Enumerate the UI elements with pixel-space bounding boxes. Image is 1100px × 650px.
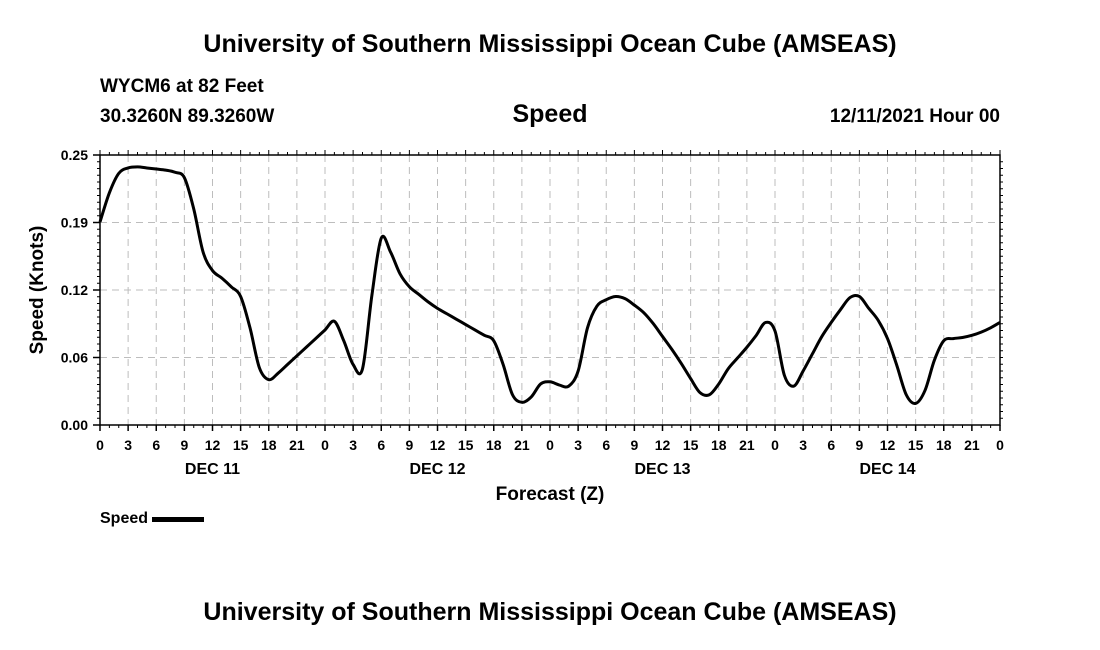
x-tick-label: 3: [574, 437, 582, 453]
x-tick-label: 12: [205, 437, 221, 453]
x-tick-label: 0: [771, 437, 779, 453]
x-axis: 0 3 6 9 12 15 18 21 0 3 6 9 12 15 18 21 0 3 6 9 12 15 18 21 0 3 6 9…: [96, 425, 1004, 478]
forecast-datetime: 12/11/2021 Hour 00: [829, 106, 1000, 127]
x-tick-label: 21: [289, 437, 305, 453]
x-tick-label: 3: [124, 437, 132, 453]
x-tick-label: 9: [180, 437, 188, 453]
day-label: DEC 13: [634, 461, 690, 478]
minor-ticks: [97, 150, 1003, 428]
x-tick-label: 0: [96, 437, 104, 453]
legend-label: Speed: [100, 510, 149, 527]
x-tick-label: 6: [602, 437, 610, 453]
x-tick-label: 18: [261, 437, 277, 453]
x-tick-label: 21: [739, 437, 755, 453]
x-tick-label: 6: [152, 437, 160, 453]
series-layer: [98, 165, 1001, 405]
x-tick-label: 15: [458, 437, 474, 453]
y-tick-label: 0.19: [61, 215, 88, 231]
y-tick-label: 0.12: [61, 282, 88, 298]
speed-chart: 0.00 0.06 0.12 0.19 0.25 0 3 6 9 12 15 18 21 0 3 6 9 12 1…: [27, 147, 1004, 505]
x-tick-label: 9: [855, 437, 863, 453]
x-tick-label: 18: [486, 437, 502, 453]
day-label: DEC 12: [409, 461, 465, 478]
grid: [100, 155, 1000, 425]
legend-swatch: [152, 516, 205, 522]
x-tick-label: 3: [349, 437, 357, 453]
x-tick-label: 9: [405, 437, 413, 453]
y-tick-label: 0.00: [61, 417, 88, 433]
x-tick-label: 6: [377, 437, 385, 453]
day-label: DEC 11: [185, 461, 240, 478]
y-axis: 0.00 0.06 0.12 0.19 0.25: [61, 147, 100, 433]
x-tick-label: 21: [964, 437, 980, 453]
station-label: WYCM6 at 82 Feet: [100, 76, 264, 97]
legend: Speed: [100, 510, 205, 528]
x-tick-label: 12: [655, 437, 671, 453]
x-tick-label: 6: [827, 437, 835, 453]
x-tick-label: 18: [711, 437, 727, 453]
x-axis-title: Forecast (Z): [496, 484, 605, 505]
x-tick-label: 15: [233, 437, 249, 453]
x-tick-label: 18: [936, 437, 952, 453]
x-tick-label: 12: [430, 437, 446, 453]
x-tick-label: 0: [546, 437, 554, 453]
y-tick-label: 0.06: [61, 350, 88, 366]
y-axis-title: Speed (Knots): [27, 226, 48, 355]
chart-title: University of Southern Mississippi Ocean…: [203, 30, 897, 58]
x-tick-label: 12: [880, 437, 896, 453]
x-tick-label: 21: [514, 437, 530, 453]
x-tick-label: 9: [630, 437, 638, 453]
variable-label: Speed: [512, 100, 588, 128]
series-line-speed: [98, 165, 1001, 405]
day-label: DEC 14: [859, 461, 915, 478]
y-tick-label: 0.25: [61, 147, 88, 163]
x-tick-label: 3: [799, 437, 807, 453]
coordinates-label: 30.3260N 89.3260W: [100, 106, 275, 127]
footer-title: University of Southern Mississippi Ocean…: [203, 598, 897, 626]
x-tick-label: 0: [996, 437, 1004, 453]
x-tick-label: 15: [908, 437, 924, 453]
x-tick-label: 0: [321, 437, 329, 453]
x-tick-label: 15: [683, 437, 699, 453]
